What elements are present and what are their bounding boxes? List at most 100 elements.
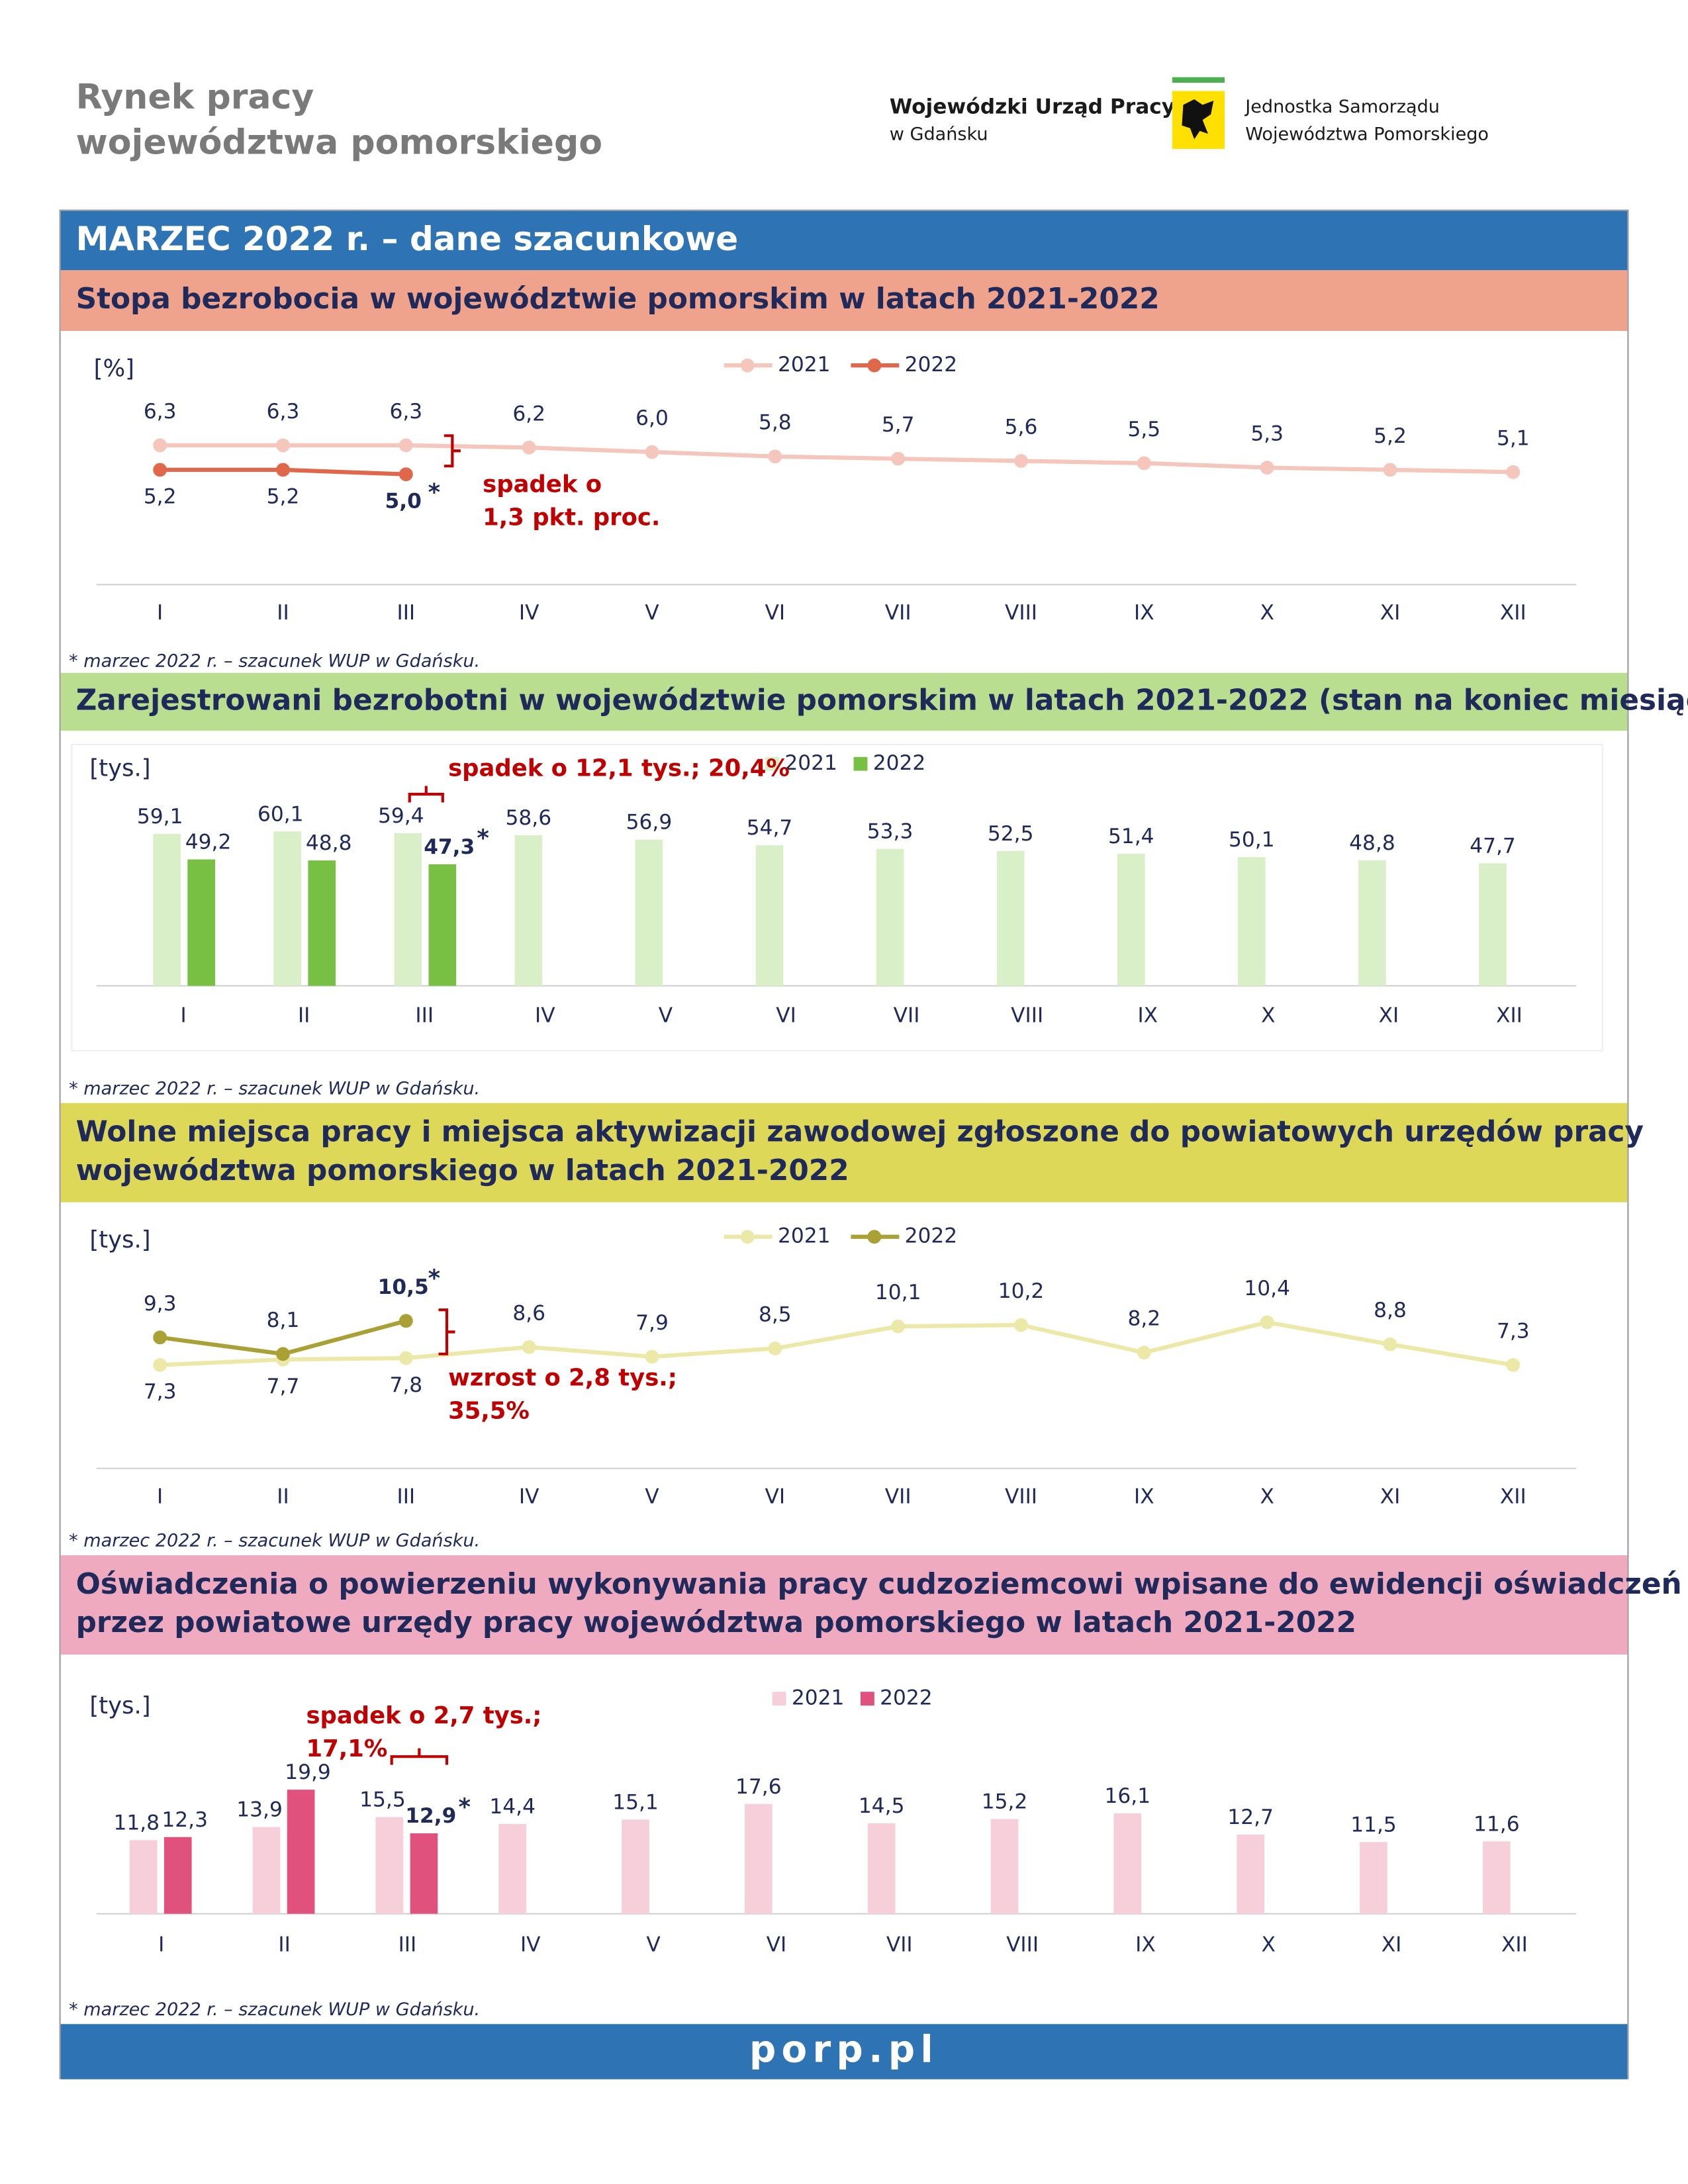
x-tick-label: IV [520,1933,541,1957]
legend-marker [740,1230,755,1244]
bar [1117,854,1145,986]
unit-label: [tys.] [89,755,150,782]
x-tick-label: XII [1500,601,1526,625]
point [645,445,659,459]
bar [755,845,784,986]
value-label: 56,9 [626,811,673,835]
footer-text: porp.pl [749,2028,939,2071]
value-label: 5,5 [1127,418,1160,441]
plot-frame [71,743,1603,1052]
x-tick-label: IV [535,1003,555,1027]
legend-marker [853,756,868,771]
x-tick-label: I [157,601,163,625]
point [1260,461,1274,475]
value-label: 6,3 [144,400,177,424]
x-tick-label: VI [765,601,786,625]
legend-marker [772,1692,786,1706]
chart-title: Wolne miejsca pracy i miejsca aktywizacj… [76,1115,1644,1149]
point [1506,1358,1521,1372]
annotation-bracket [444,434,461,468]
value-label: 5,6 [1005,415,1038,439]
point [153,1358,167,1372]
annotation: spadek o 2,7 tys.; [306,1702,542,1729]
value-label: 5,8 [759,411,792,435]
bar [635,839,663,986]
value-label: 7,8 [389,1373,422,1397]
point [1383,1337,1397,1351]
x-tick-label: IV [519,601,539,625]
value-label: 48,8 [306,831,352,855]
point [1014,1318,1028,1332]
x-tick-label: VII [885,1485,912,1509]
unit-label: [tys.] [89,1692,150,1719]
bar [410,1833,438,1914]
x-tick-label: III [415,1003,434,1027]
x-tick-label: II [277,601,289,625]
x-tick-label: II [277,1485,289,1509]
value-label: 9,3 [144,1292,177,1316]
point [1137,1345,1151,1360]
legend-marker [740,358,755,373]
bar [1358,860,1386,986]
value-label: 5,2 [1374,424,1407,448]
x-tick-label: IX [1137,1003,1158,1027]
value-label: 15,2 [982,1790,1028,1813]
x-tick-label: V [646,1933,661,1957]
value-label: 47,7 [1470,834,1516,858]
annotation-bracket [438,1308,455,1355]
value-label: 11,6 [1474,1812,1520,1836]
value-label: 8,6 [512,1301,545,1325]
value-label: 10,4 [1244,1277,1290,1300]
x-tick-label: V [645,601,659,625]
x-tick-label: X [1262,1933,1276,1957]
chart-title: przez powiatowe urzędy pracy województwa… [76,1606,1356,1639]
annotation: spadek o [483,471,602,498]
point [276,438,290,453]
value-label: 14,5 [859,1794,905,1818]
value-label: 10,1 [875,1281,921,1304]
value-label: 51,4 [1108,825,1154,848]
legend-marker [765,756,780,771]
value-label: 10,2 [998,1279,1045,1303]
x-tick-label: XI [1380,601,1401,625]
logo-griffin [1182,99,1214,140]
value-label: 11,8 [113,1811,160,1835]
legend-label: 2022 [905,353,958,377]
x-tick-label: IV [519,1485,539,1509]
x-tick-label: VII [885,601,912,625]
x-tick-label: VI [765,1485,786,1509]
bar [252,1827,281,1914]
bar [1479,863,1507,986]
section-bar [60,1103,1628,1203]
point [1137,456,1151,471]
section-bar [60,1555,1628,1655]
x-tick-label: XI [1382,1933,1402,1957]
annotation: 17,1% [306,1735,388,1762]
bar [1238,857,1266,986]
bar [514,835,543,986]
unit-name: Jednostka Samorządu [1244,97,1440,117]
point [276,1347,290,1361]
bar [428,864,457,986]
x-tick-label: VIII [1011,1003,1043,1027]
bar [129,1840,158,1914]
estimate-marker: * [428,1265,441,1292]
legend-label: 2021 [792,1686,844,1710]
x-tick-label: VII [894,1003,920,1027]
bar [996,850,1025,986]
value-label: 49,2 [185,831,232,854]
value-label: 8,2 [1127,1307,1160,1331]
footnote: * marzec 2022 r. – szacunek WUP w Gdańsk… [69,1531,480,1551]
value-label: 47,3 [424,835,475,859]
bar [867,1823,896,1914]
value-label: 7,3 [1497,1320,1530,1343]
point [399,1314,413,1328]
bar [273,831,301,986]
value-label: 15,5 [359,1788,406,1812]
point [768,449,782,464]
office-name: w Gdańsku [890,124,988,145]
bar [1113,1813,1142,1914]
bar [622,1819,649,1914]
value-label: 58,6 [506,806,552,830]
point [891,451,906,466]
